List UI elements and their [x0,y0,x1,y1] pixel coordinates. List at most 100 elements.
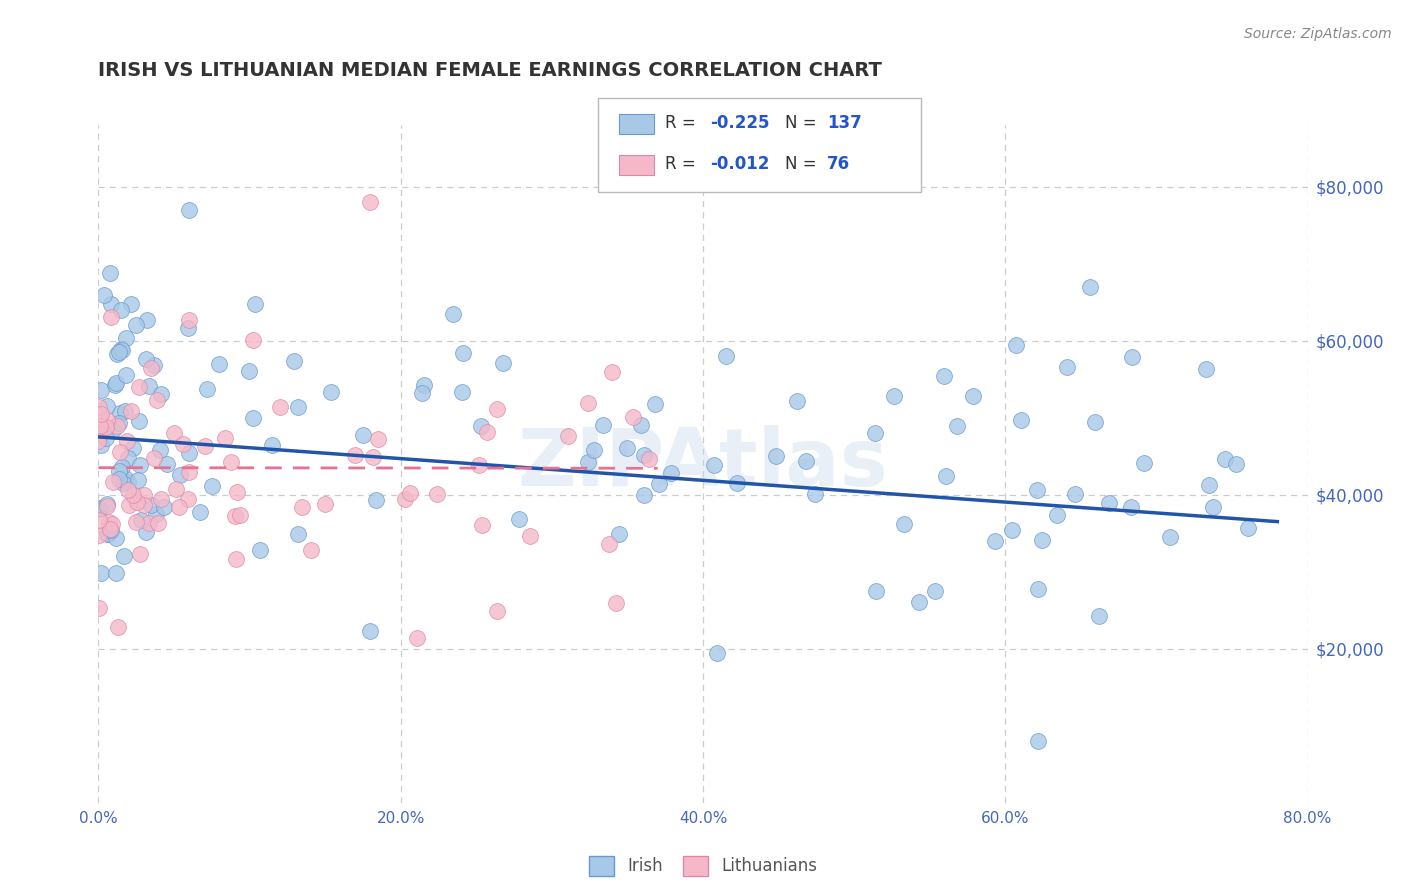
Point [111,343,134,357]
Point [121,487,143,501]
Point [108,444,131,458]
Point [169,500,191,515]
Point [865,584,887,599]
Point [117,483,139,497]
Point [1026,734,1049,748]
Point [633,488,655,502]
Point [105,531,128,545]
Point [485,604,508,618]
Point [425,487,447,501]
Point [361,450,384,464]
Point [107,345,129,359]
Point [908,595,931,609]
Point [128,414,150,428]
Legend: Irish, Lithuanians: Irish, Lithuanians [582,849,824,882]
Point [135,352,157,367]
Point [87,434,110,449]
Point [177,320,200,334]
Point [107,620,129,634]
Point [98,266,121,280]
Point [96,527,118,541]
Point [716,349,738,363]
Point [706,646,728,660]
Point [89,502,111,516]
Point [208,357,231,371]
Point [633,448,655,462]
Point [576,396,599,410]
Point [127,473,149,487]
Text: -0.012: -0.012 [710,155,769,173]
Point [188,505,211,519]
Point [508,512,530,526]
Point [1119,500,1142,514]
Point [201,479,224,493]
Point [125,515,148,529]
Point [364,493,387,508]
Text: IRISH VS LITHUANIAN MEDIAN FEMALE EARNINGS CORRELATION CHART: IRISH VS LITHUANIAN MEDIAN FEMALE EARNIN… [98,62,883,80]
Point [485,402,508,417]
Point [576,455,599,469]
Point [94,419,117,434]
Point [638,452,661,467]
Point [605,596,627,610]
Point [110,302,132,317]
Point [96,413,118,427]
Point [269,400,291,414]
Point [90,407,112,421]
Point [90,438,112,452]
Point [172,437,194,451]
Point [138,379,160,393]
Point [794,454,817,468]
Point [411,385,433,400]
Point [394,491,416,506]
Point [112,549,135,563]
Point [120,296,142,310]
Point [89,501,111,516]
Point [924,584,946,599]
Point [87,528,110,542]
Point [1010,413,1032,427]
Point [600,365,623,379]
Point [451,384,474,399]
Point [249,542,271,557]
Point [163,426,186,441]
Point [260,438,283,452]
Point [1159,529,1181,543]
Point [441,308,464,322]
Point [165,482,187,496]
Point [127,495,149,509]
Point [470,419,492,434]
Point [229,508,252,523]
Point [592,418,614,433]
Point [149,443,172,458]
Point [1201,500,1223,515]
Point [883,389,905,403]
Point [221,455,243,469]
Point [89,426,111,441]
Point [195,382,218,396]
Point [117,450,139,465]
Point [1080,280,1102,294]
Point [111,476,134,491]
Point [492,356,515,370]
Point [90,566,112,580]
Point [132,488,155,502]
Point [114,471,136,485]
Point [1133,456,1156,470]
Point [962,389,984,403]
Point [1237,520,1260,534]
Point [242,410,264,425]
Text: N =: N = [785,155,815,173]
Point [644,397,666,411]
Point [225,552,247,566]
Point [150,491,173,506]
Point [101,423,124,437]
Point [786,394,808,409]
Point [804,487,827,501]
Point [142,358,165,372]
Point [214,431,236,445]
Point [366,432,388,446]
Text: Source: ZipAtlas.com: Source: ZipAtlas.com [1244,27,1392,41]
Point [135,524,157,539]
Point [703,458,725,473]
